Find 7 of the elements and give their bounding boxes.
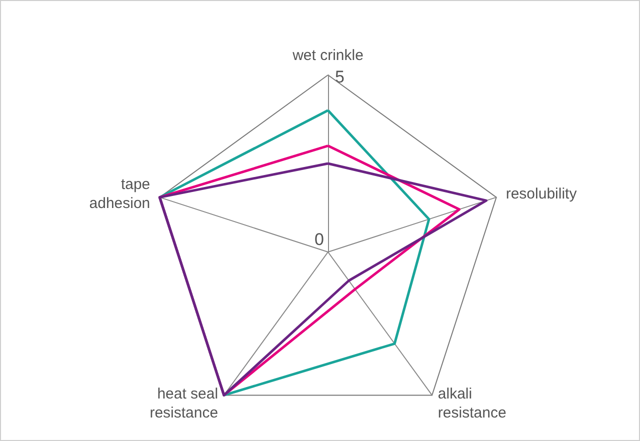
spoke-label: resolubility — [506, 186, 578, 203]
y-tick-label: 0 — [314, 230, 324, 249]
spoke-label: heat seal resistance — [150, 385, 218, 422]
spoke-label: tape adhesion — [89, 176, 150, 212]
spoke-label: wet crinkle — [292, 47, 364, 64]
spoke-label: alkali resistance — [438, 385, 506, 422]
y-tick-label: 5 — [335, 68, 344, 86]
